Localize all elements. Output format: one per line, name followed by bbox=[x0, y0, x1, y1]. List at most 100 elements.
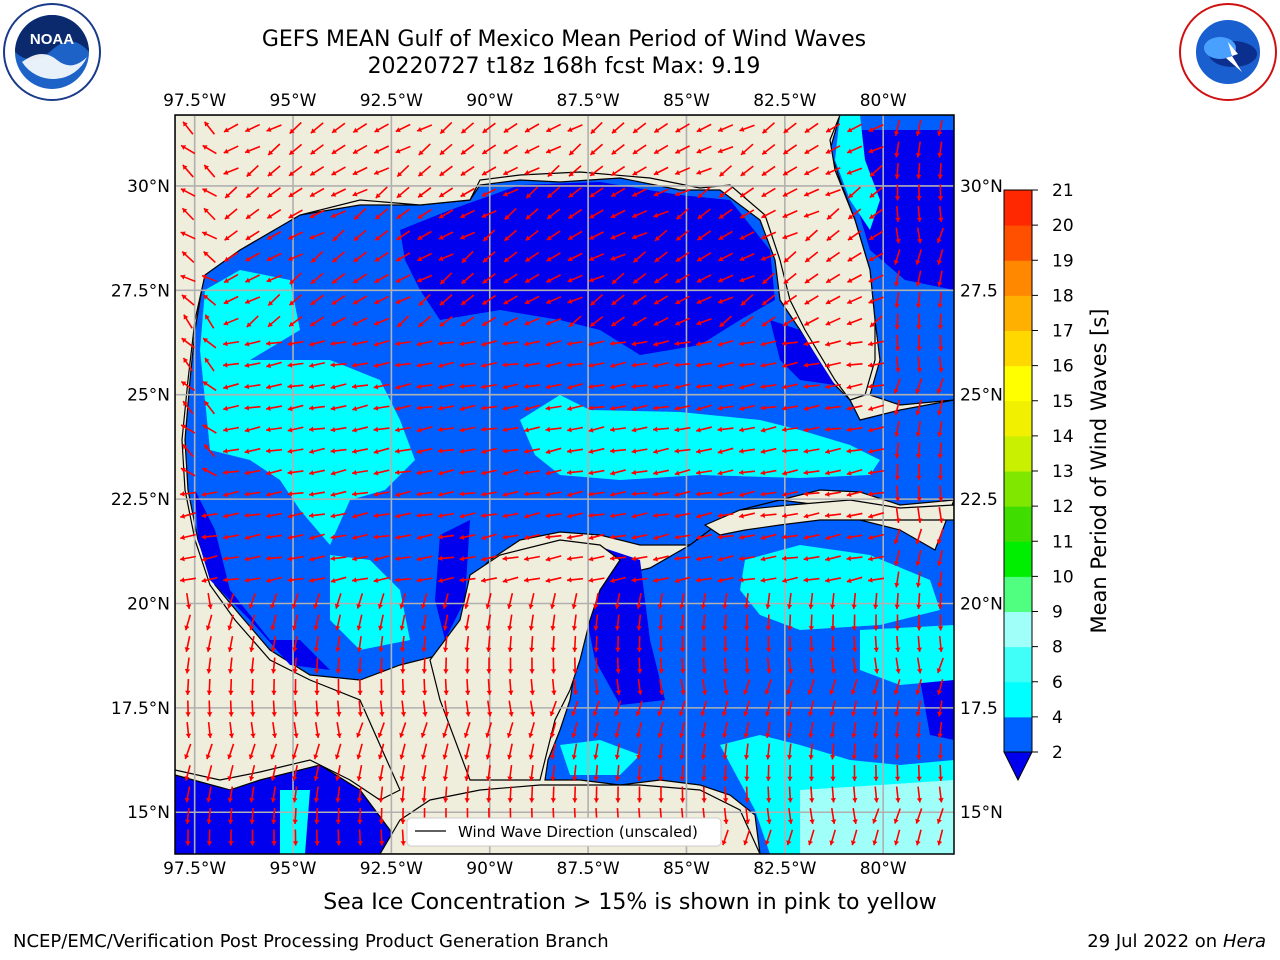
wind-arrow bbox=[399, 764, 406, 782]
wind-arrow bbox=[203, 443, 216, 458]
wind-arrow bbox=[895, 227, 901, 244]
wind-arrow bbox=[936, 829, 944, 846]
lat-label-left: 25°N bbox=[127, 386, 170, 406]
colorbar-segment bbox=[1004, 611, 1032, 648]
wind-arrow bbox=[459, 231, 476, 240]
wind-arrow bbox=[894, 550, 901, 566]
wind-arrow bbox=[760, 340, 777, 347]
wind-arrow bbox=[894, 721, 900, 739]
wind-arrow bbox=[529, 678, 535, 696]
wind-arrow bbox=[739, 209, 755, 219]
wind-arrow bbox=[653, 577, 669, 583]
wind-arrow bbox=[313, 614, 320, 631]
wind-arrow bbox=[288, 187, 303, 198]
wind-arrow bbox=[250, 700, 256, 717]
wind-arrow bbox=[529, 635, 535, 653]
wind-arrow bbox=[697, 186, 711, 199]
wind-arrow bbox=[675, 145, 690, 154]
wind-arrow bbox=[481, 316, 497, 327]
wind-arrow bbox=[400, 807, 406, 825]
wind-arrow bbox=[524, 145, 540, 154]
wind-arrow bbox=[744, 614, 750, 631]
wind-arrow bbox=[675, 273, 690, 284]
wind-arrow bbox=[631, 534, 648, 540]
colorbar-segment bbox=[1004, 716, 1032, 753]
wind-arrow bbox=[379, 700, 385, 717]
wind-arrow bbox=[202, 467, 217, 477]
wind-arrow bbox=[632, 272, 647, 285]
wind-arrow bbox=[201, 576, 218, 583]
wind-arrow bbox=[460, 316, 475, 327]
wind-arrow bbox=[222, 448, 240, 454]
wind-arrow bbox=[851, 592, 857, 610]
wind-arrow bbox=[352, 273, 368, 284]
wind-arrow bbox=[700, 743, 707, 760]
wind-arrow bbox=[206, 636, 212, 652]
wind-arrow bbox=[846, 448, 863, 454]
wind-arrow bbox=[894, 700, 900, 717]
wind-arrow bbox=[335, 678, 342, 696]
wind-arrow bbox=[442, 743, 449, 760]
wind-arrow bbox=[416, 362, 433, 368]
wind-arrow bbox=[760, 533, 777, 541]
wind-arrow bbox=[292, 657, 298, 674]
wind-arrow bbox=[632, 251, 647, 263]
wind-arrow bbox=[228, 807, 234, 825]
wind-arrow bbox=[717, 146, 734, 154]
wind-arrow bbox=[292, 765, 299, 781]
wind-arrow bbox=[722, 592, 728, 610]
wind-arrow bbox=[459, 534, 476, 540]
wind-arrow bbox=[184, 657, 191, 674]
wind-arrow bbox=[394, 555, 412, 562]
wind-arrow bbox=[309, 577, 325, 583]
wind-arrow bbox=[481, 340, 497, 347]
wind-arrow bbox=[936, 378, 944, 394]
colorbar-tick-label: 17 bbox=[1052, 322, 1074, 342]
wind-arrow bbox=[723, 678, 729, 696]
wind-arrow bbox=[936, 679, 944, 695]
wind-arrow bbox=[653, 188, 669, 197]
wind-arrow bbox=[739, 383, 755, 390]
colorbar-segment bbox=[1004, 400, 1032, 437]
wind-arrow bbox=[766, 786, 772, 803]
wind-arrow bbox=[632, 166, 647, 176]
wind-arrow bbox=[309, 209, 325, 219]
wind-arrow bbox=[481, 294, 497, 306]
wind-arrow bbox=[916, 592, 922, 610]
wind-arrow bbox=[438, 253, 454, 261]
wind-arrow bbox=[481, 447, 497, 455]
wind-arrow bbox=[679, 635, 686, 653]
wind-arrow bbox=[287, 512, 304, 519]
wind-arrow bbox=[824, 405, 842, 411]
wind-arrow bbox=[330, 210, 347, 218]
wind-arrow bbox=[481, 577, 497, 583]
wind-arrow bbox=[761, 143, 776, 156]
wind-arrow bbox=[352, 188, 368, 197]
wind-arrow bbox=[459, 209, 476, 219]
wind-arrow bbox=[314, 679, 320, 695]
wind-arrow bbox=[437, 405, 455, 411]
wind-arrow bbox=[824, 383, 842, 390]
wind-arrow bbox=[308, 405, 326, 411]
wind-arrow bbox=[851, 764, 858, 782]
wind-arrow bbox=[893, 829, 901, 846]
wind-arrow bbox=[416, 383, 433, 390]
wind-arrow bbox=[636, 592, 642, 610]
wind-arrow bbox=[400, 700, 407, 717]
wind-arrow bbox=[829, 829, 837, 846]
wind-arrow bbox=[550, 593, 557, 609]
wind-arrow bbox=[915, 829, 922, 846]
wind-arrow bbox=[266, 230, 282, 241]
wind-arrow bbox=[330, 555, 347, 562]
wind-arrow bbox=[567, 404, 583, 411]
colorbar-segment bbox=[1004, 506, 1032, 542]
wind-arrow bbox=[825, 295, 841, 305]
wind-arrow bbox=[632, 122, 647, 134]
wind-arrow bbox=[545, 491, 562, 497]
wind-arrow bbox=[895, 356, 901, 373]
wind-arrow bbox=[547, 164, 560, 178]
footer-credit: NCEP/EMC/Verification Post Processing Pr… bbox=[13, 931, 609, 952]
wind-arrow bbox=[201, 512, 218, 519]
wind-arrow bbox=[869, 165, 883, 177]
wind-arrow bbox=[782, 144, 798, 155]
